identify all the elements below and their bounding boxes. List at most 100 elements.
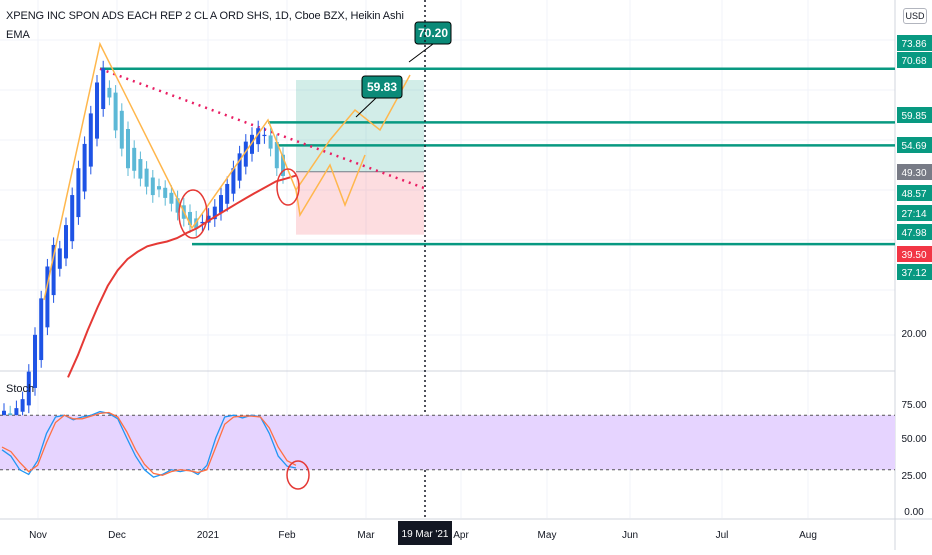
callout-box (361, 75, 403, 99)
price-label-text: 49.30 (901, 168, 926, 179)
price-label-text: 39.50 (901, 250, 926, 261)
candle-body (119, 110, 124, 149)
ema-label: EMA (6, 29, 30, 41)
candle-body (144, 168, 149, 187)
candle-body (243, 141, 248, 167)
date-marker-text: 19 Mar '21 (402, 529, 449, 540)
stoch-tick: 75.00 (901, 400, 926, 411)
candle-body (132, 147, 137, 171)
price-label-bg (897, 205, 932, 221)
zigzag-alt (295, 154, 366, 218)
currency-button[interactable]: USD (903, 8, 927, 24)
candle-body (169, 192, 174, 204)
price-label-bg (897, 246, 932, 262)
date-marker-label: 19 Mar '21 (398, 521, 452, 545)
x-tick: Jun (622, 530, 638, 541)
x-tick: 2021 (197, 530, 220, 541)
callout-59: 59.83 (361, 75, 403, 99)
chart-title: XPENG INC SPON ADS EACH REP 2 CL A ORD S… (6, 10, 404, 22)
callout-text: 59.83 (367, 80, 397, 94)
ema-line (67, 174, 297, 378)
x-tick: Aug (799, 530, 817, 541)
candle-body (2, 410, 6, 416)
x-tick: Dec (108, 530, 126, 541)
candle-body (212, 206, 217, 220)
price-label-bg (897, 185, 932, 201)
price-label-bg (897, 35, 932, 51)
candle-body (262, 134, 267, 137)
candle-body (175, 198, 180, 213)
price-label: 37.12 (897, 264, 932, 280)
highlight-circle (276, 168, 300, 206)
x-tick: Apr (453, 530, 469, 541)
candle-body (157, 186, 161, 190)
highlight-circle (178, 189, 208, 239)
profit-zone (296, 80, 424, 172)
trend-line (99, 67, 425, 190)
candle-body (88, 113, 93, 167)
candle-body (82, 143, 87, 192)
price-label-text: 37.12 (901, 268, 926, 279)
candle-body (45, 266, 50, 328)
price-label: 48.57 (897, 185, 932, 201)
x-tick: May (538, 530, 557, 541)
price-label: 54.69 (897, 137, 932, 153)
candle-body (138, 159, 143, 179)
candle-body (33, 334, 37, 388)
candle-body (219, 195, 223, 213)
price-label: 70.68 (897, 52, 932, 68)
candle-body (231, 168, 236, 194)
price-label: 27:14 (897, 205, 932, 221)
candle-body (200, 221, 205, 224)
stoch-band (0, 415, 895, 470)
candle-body (237, 153, 242, 181)
callout-text: 70.20 (418, 26, 448, 40)
candle-body (126, 129, 130, 169)
candle-body (26, 371, 31, 406)
x-tick: Mar (357, 530, 375, 541)
candle-body (64, 225, 68, 259)
grid-group (0, 0, 895, 518)
price-label: 47.98 (897, 224, 932, 240)
price-label-text: 73.86 (901, 39, 926, 50)
price-label: 59.85 (897, 107, 932, 123)
price-label: 49.30 (897, 164, 932, 180)
price-label: 39.50 (897, 246, 932, 262)
stoch-label: Stoch (6, 383, 35, 395)
candle-body (256, 128, 261, 145)
price-label-text: 48.57 (901, 189, 926, 200)
callout-pointer (408, 43, 434, 63)
candle-body (250, 134, 254, 154)
candle-body (107, 87, 112, 98)
price-label-bg (897, 137, 932, 153)
stoch-circle (286, 460, 310, 490)
candle-body (225, 183, 230, 204)
price-label-text: 70.68 (901, 56, 926, 67)
candle-body (39, 298, 44, 361)
candle-body (206, 215, 211, 223)
price-label-bg (897, 107, 932, 123)
price-label-bg (897, 52, 932, 68)
candle-body (268, 135, 273, 149)
callout-pointer (355, 97, 377, 118)
price-label-bg (897, 264, 932, 280)
candle-body (113, 92, 118, 131)
price-label: 73.86 (897, 35, 932, 51)
candle-body (20, 399, 25, 412)
price-label-text: 47.98 (901, 228, 926, 239)
candle-body (57, 248, 62, 269)
candle-body (194, 218, 199, 229)
date-marker-bg (398, 521, 452, 545)
candle-body (274, 141, 279, 169)
candle-body (51, 244, 56, 296)
price-label-text: 54.69 (901, 141, 926, 152)
candle-body (95, 82, 99, 139)
candles-group (2, 60, 285, 426)
x-tick: Jul (716, 530, 729, 541)
price-label-bg (897, 164, 932, 180)
callout-70: 70.20 (414, 21, 452, 45)
loss-zone (296, 171, 424, 235)
stoch-tick: 0.00 (904, 507, 924, 518)
